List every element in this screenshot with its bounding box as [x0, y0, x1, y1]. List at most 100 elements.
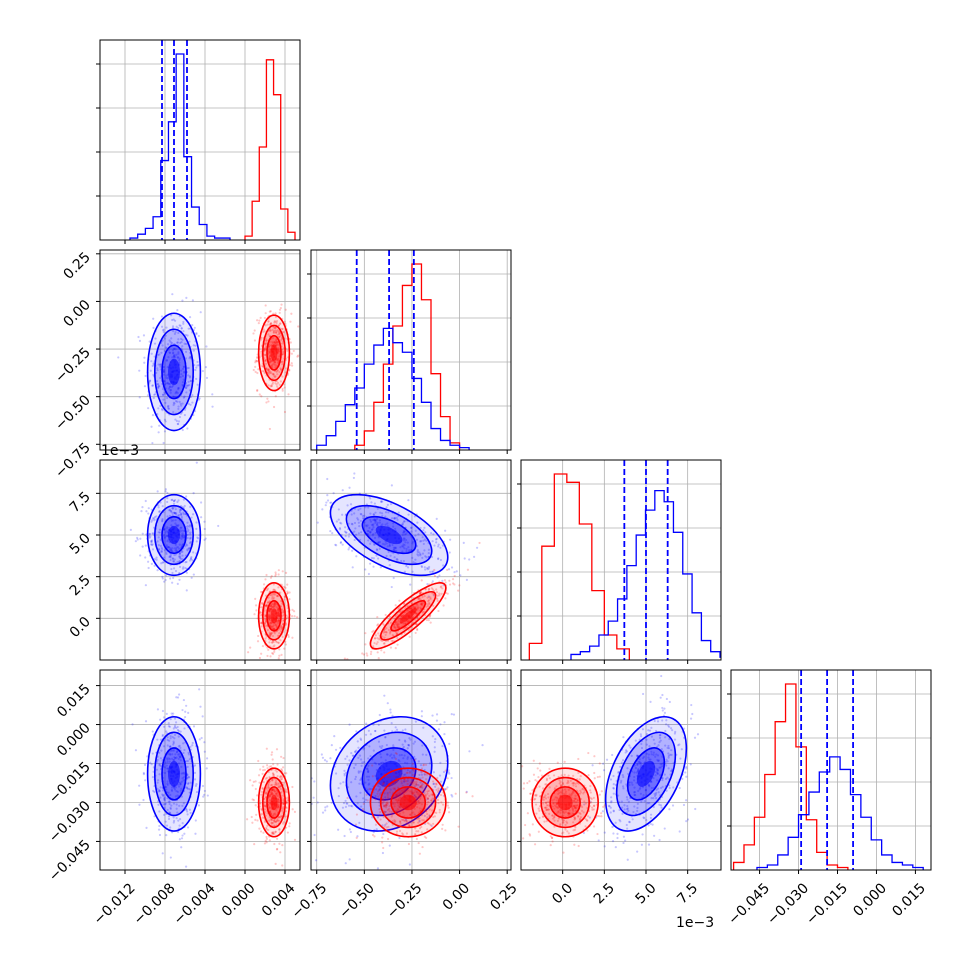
scatter-point	[156, 787, 159, 790]
scatter-point	[286, 799, 289, 802]
scatter-point	[406, 620, 409, 624]
scatter-point	[275, 594, 279, 597]
scatter-point	[363, 760, 366, 764]
scatter-point	[152, 317, 155, 320]
scatter-point	[267, 333, 270, 336]
scatter-point	[609, 811, 612, 814]
scatter-point	[189, 379, 192, 382]
scatter-point	[376, 784, 379, 787]
scatter-point	[670, 749, 673, 752]
scatter-point	[378, 813, 381, 816]
scatter-point	[171, 749, 174, 752]
scatter-point	[182, 378, 185, 381]
scatter-point	[205, 345, 208, 348]
scatter-point	[339, 746, 342, 749]
scatter-point	[169, 388, 173, 392]
scatter-point	[381, 824, 384, 827]
scatter-point	[180, 537, 183, 540]
scatter-point	[344, 862, 347, 865]
scatter-point	[655, 791, 658, 795]
scatter-point	[344, 535, 347, 538]
scatter-point	[392, 576, 395, 580]
scatter-point	[397, 804, 400, 807]
scatter-point	[647, 753, 650, 756]
scatter-point	[184, 865, 188, 868]
scatter-point	[397, 624, 400, 628]
scatter-point	[372, 749, 375, 752]
scatter-point	[286, 583, 289, 586]
scatter-point	[145, 826, 148, 829]
scatter-point	[644, 789, 647, 792]
scatter-point	[277, 343, 280, 346]
scatter-point	[403, 533, 406, 536]
scatter-point	[381, 635, 384, 638]
scatter-point	[275, 330, 278, 333]
scatter-point	[185, 808, 188, 811]
scatter-point	[441, 587, 444, 590]
scatter-point	[269, 818, 272, 821]
scatter-point	[166, 343, 170, 346]
scatter-point	[277, 569, 280, 572]
scatter-point	[263, 348, 266, 351]
scatter-point	[283, 320, 286, 323]
scatter-point	[164, 761, 167, 764]
scatter-point	[398, 791, 401, 795]
scatter-point	[256, 388, 259, 392]
scatter-point	[400, 782, 403, 785]
scatter-point	[277, 619, 280, 622]
scatter-point	[266, 789, 269, 792]
scatter-point	[419, 795, 422, 798]
scatter-point	[396, 626, 399, 629]
scatter-point	[266, 397, 269, 400]
scatter-point	[158, 385, 161, 388]
scatter-point	[373, 637, 377, 640]
scatter-point	[272, 631, 276, 634]
scatter-point	[162, 535, 165, 538]
scatter-point	[267, 786, 271, 789]
scatter-point	[396, 621, 399, 624]
scatter-point	[596, 832, 599, 836]
scatter-point	[428, 588, 431, 591]
scatter-point	[367, 775, 371, 778]
scatter-point	[351, 566, 354, 569]
scatter-point	[419, 591, 422, 594]
scatter-point	[165, 834, 168, 837]
scatter-point	[471, 795, 474, 798]
scatter-point	[665, 719, 668, 722]
scatter-point	[188, 559, 192, 562]
scatter-point	[355, 836, 358, 840]
scatter-point	[167, 404, 170, 408]
scatter-point	[283, 383, 286, 386]
scatter-point	[418, 807, 421, 810]
scatter-point	[171, 349, 175, 352]
scatter-point	[166, 744, 169, 747]
scatter-point	[424, 809, 428, 813]
scatter-point	[157, 547, 161, 551]
scatter-point	[273, 320, 276, 323]
scatter-point	[417, 784, 420, 787]
scatter-point	[151, 414, 155, 417]
scatter-point	[363, 800, 366, 804]
scatter-point	[281, 807, 284, 810]
scatter-point	[276, 594, 280, 598]
scatter-point	[652, 796, 655, 800]
scatter-point	[429, 823, 432, 826]
scatter-point	[386, 802, 389, 805]
scatter-point	[396, 793, 399, 797]
contour-blue	[375, 525, 403, 545]
scatter-point	[172, 567, 176, 570]
scatter-point	[171, 506, 174, 510]
scatter-point	[616, 836, 619, 840]
scatter-point	[424, 531, 427, 534]
scatter-point	[404, 740, 407, 743]
scatter-point	[653, 742, 656, 745]
scatter-point	[603, 804, 606, 807]
scatter-point	[267, 648, 270, 651]
scatter-point	[647, 843, 651, 846]
scatter-point	[376, 816, 380, 819]
scatter-point	[278, 628, 281, 631]
scatter-point	[173, 786, 176, 790]
scatter-point	[656, 769, 659, 772]
scatter-point	[177, 729, 180, 733]
scatter-point	[168, 725, 172, 728]
